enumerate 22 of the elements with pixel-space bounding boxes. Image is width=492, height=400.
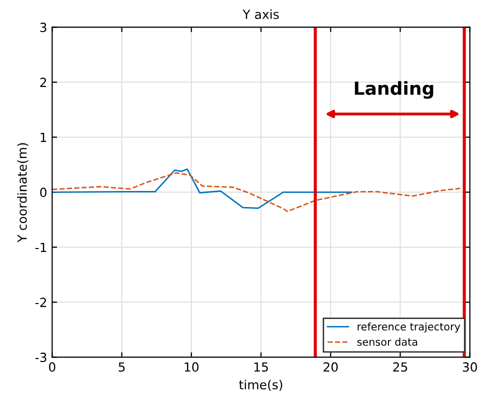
legend-label: reference trajectory xyxy=(358,322,460,333)
x-tick-label: 20 xyxy=(324,362,338,372)
x-tick-label: 25 xyxy=(393,362,408,372)
line-series xyxy=(52,168,352,209)
annotation: Landing xyxy=(354,81,434,99)
y-tick-label: 0 xyxy=(40,188,46,198)
x-tick-label: 30 xyxy=(462,362,477,372)
y-tick-label: -3 xyxy=(35,352,46,362)
x-axis-title: time(s) xyxy=(239,380,282,391)
y-axis-title: Y coordinate(m) xyxy=(17,143,28,242)
chart-title: Y axis xyxy=(242,9,279,20)
x-tick-label: 15 xyxy=(254,362,268,372)
y-tick-label: 3 xyxy=(40,22,46,32)
x-tick-label: 10 xyxy=(184,362,199,372)
x-tick-label: 0 xyxy=(49,362,56,372)
y-tick-label: 2 xyxy=(40,78,46,87)
y-tick-label: -1 xyxy=(35,242,46,252)
legend-label: sensor data xyxy=(357,338,418,346)
y-tick-label: 1 xyxy=(40,132,46,142)
x-tick-label: 5 xyxy=(118,362,125,372)
line-series xyxy=(52,172,461,212)
y-tick-label: -2 xyxy=(35,298,46,307)
